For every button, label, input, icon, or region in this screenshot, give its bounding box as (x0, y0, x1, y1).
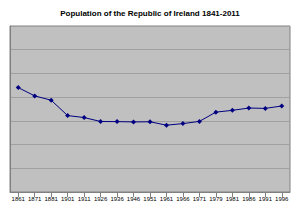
svg-text:1861: 1861 (12, 196, 26, 202)
svg-text:1926: 1926 (94, 196, 108, 202)
svg-text:Population of the Republic of: Population of the Republic of Ireland 18… (60, 9, 240, 18)
svg-text:1981: 1981 (226, 196, 240, 202)
svg-text:1961: 1961 (160, 196, 174, 202)
svg-text:1911: 1911 (78, 196, 92, 202)
svg-text:1901: 1901 (61, 196, 75, 202)
svg-text:1979: 1979 (209, 196, 223, 202)
svg-text:1986: 1986 (242, 196, 256, 202)
svg-text:1991: 1991 (259, 196, 273, 202)
svg-text:1936: 1936 (110, 196, 124, 202)
svg-text:1966: 1966 (176, 196, 190, 202)
svg-text:1946: 1946 (127, 196, 141, 202)
svg-text:1871: 1871 (28, 196, 42, 202)
svg-text:1971: 1971 (193, 196, 207, 202)
svg-text:1951: 1951 (143, 196, 157, 202)
svg-text:1996: 1996 (275, 196, 289, 202)
svg-text:1881: 1881 (44, 196, 58, 202)
